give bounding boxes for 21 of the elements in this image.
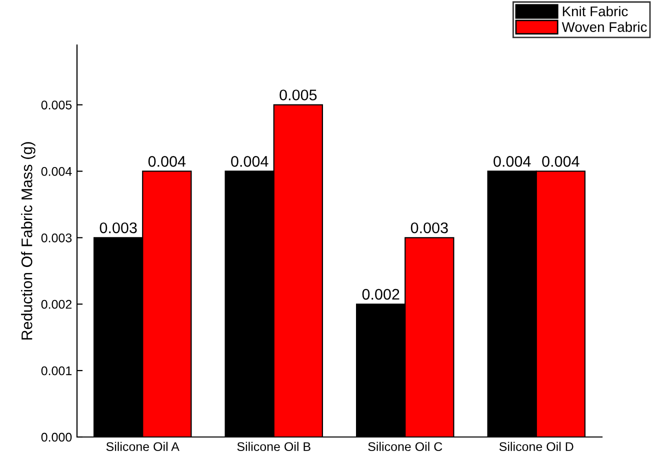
data-label: 0.005 (280, 90, 317, 100)
legend-label: Knit Fabric (562, 6, 628, 16)
y-tick-label: 0.003 (41, 233, 72, 242)
x-tick-label: Silicone Oil C (368, 442, 442, 452)
data-label: 0.003 (410, 222, 448, 234)
x-tick-label: Silicone Oil A (106, 442, 180, 452)
y-tick-label: 0.001 (41, 366, 72, 376)
data-label: 0.002 (362, 288, 400, 300)
y-tick-label: 0.000 (41, 432, 72, 442)
data-label: 0.004 (542, 156, 580, 167)
data-label: 0.004 (494, 156, 531, 167)
y-tick-label: 0.005 (41, 100, 72, 110)
legend-label: Woven Fabric (562, 22, 647, 32)
data-label: 0.004 (148, 156, 186, 167)
y-tick-label: 0.004 (41, 167, 72, 176)
x-tick-label: Silicone Oil D (499, 442, 574, 452)
y-axis-title: Reduction Of Fabric Mass (g) (21, 142, 36, 340)
y-tick-label: 0.002 (41, 300, 72, 309)
x-tick-label: Silicone Oil B (237, 442, 310, 452)
data-label: 0.004 (231, 156, 268, 167)
data-label: 0.003 (100, 222, 137, 234)
